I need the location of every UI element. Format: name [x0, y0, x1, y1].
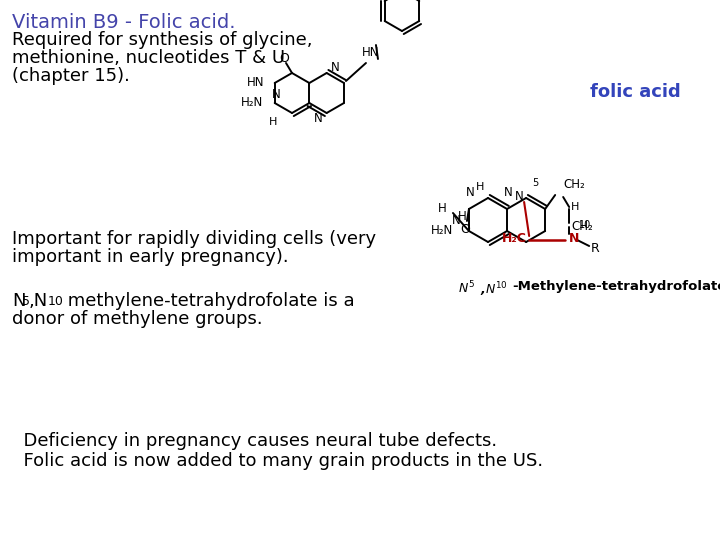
Text: (chapter 15).: (chapter 15). — [12, 67, 130, 85]
Text: R: R — [591, 241, 600, 254]
Text: N: N — [12, 292, 25, 310]
Text: H₂N: H₂N — [431, 225, 453, 238]
Text: HN: HN — [247, 77, 265, 90]
Text: folic acid: folic acid — [590, 83, 680, 101]
Text: H: H — [458, 211, 467, 224]
Text: HN: HN — [362, 46, 379, 59]
Text: important in early pregnancy).: important in early pregnancy). — [12, 248, 289, 266]
Text: H₂N: H₂N — [240, 97, 263, 110]
Text: N: N — [516, 190, 524, 202]
Text: N: N — [314, 112, 323, 125]
Text: Folic acid is now added to many grain products in the US.: Folic acid is now added to many grain pr… — [12, 452, 543, 470]
Text: CH₂: CH₂ — [571, 220, 593, 233]
Text: N: N — [452, 213, 461, 226]
Text: N: N — [466, 186, 474, 199]
Text: Vitamin B9 - Folic acid.: Vitamin B9 - Folic acid. — [12, 13, 235, 32]
Text: N: N — [569, 232, 580, 245]
Text: 10: 10 — [579, 220, 591, 230]
Text: 10: 10 — [48, 295, 64, 308]
Text: H: H — [476, 182, 484, 192]
Text: N: N — [331, 61, 340, 74]
Text: O: O — [460, 223, 470, 236]
Text: H: H — [571, 202, 580, 212]
Text: H: H — [269, 117, 277, 127]
Text: $N^{5}$: $N^{5}$ — [458, 280, 475, 296]
Text: -Methylene-tetrahydrofolate: -Methylene-tetrahydrofolate — [512, 280, 720, 293]
Text: H₂C: H₂C — [503, 232, 527, 245]
Text: 5: 5 — [22, 295, 30, 308]
Text: H: H — [438, 202, 447, 215]
Text: ,N: ,N — [29, 292, 48, 310]
Text: Important for rapidly dividing cells (very: Important for rapidly dividing cells (ve… — [12, 230, 376, 248]
Text: Required for synthesis of glycine,: Required for synthesis of glycine, — [12, 31, 312, 49]
Text: donor of methylene groups.: donor of methylene groups. — [12, 310, 263, 328]
Text: Deficiency in pregnancy causes neural tube defects.: Deficiency in pregnancy causes neural tu… — [12, 432, 497, 450]
Text: methionine, nucleotides T & U: methionine, nucleotides T & U — [12, 49, 285, 67]
Text: O: O — [279, 52, 289, 65]
Text: N: N — [272, 89, 281, 102]
Text: ,$N^{10}$: ,$N^{10}$ — [480, 280, 508, 299]
Text: 5: 5 — [532, 178, 539, 188]
Text: CH₂: CH₂ — [563, 178, 585, 191]
Text: N: N — [503, 186, 512, 199]
Text: methylene-tetrahydrofolate is a: methylene-tetrahydrofolate is a — [62, 292, 355, 310]
